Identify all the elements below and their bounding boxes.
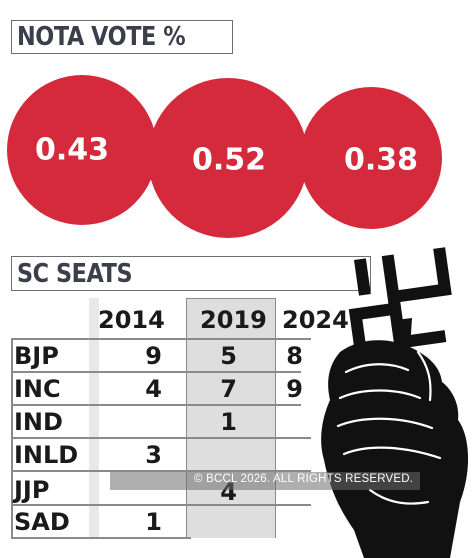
cell-inc-2019: 7 <box>220 375 237 403</box>
nota-bubble-2019 <box>148 78 308 238</box>
copyright-watermark: © BCCL 2026. ALL RIGHTS RESERVED. <box>194 473 414 485</box>
swastika-symbol-icon <box>348 247 452 355</box>
watermark-bar <box>110 472 420 490</box>
nota-vote-header: NOTA VOTE % <box>11 20 233 54</box>
cell-inc-2024: 9 <box>286 375 303 403</box>
cell-sad-2014: 1 <box>145 508 162 536</box>
table-left-border <box>11 338 13 538</box>
sc-seats-header: SC SEATS <box>11 256 371 291</box>
column-header-2014: 2014 <box>98 306 165 334</box>
row-divider <box>11 404 301 406</box>
party-label-jjp: JJP <box>14 476 50 504</box>
cell-inld-2014: 3 <box>145 441 162 469</box>
nota-bubbles: 0.43 0.52 0.38 <box>7 75 442 238</box>
sc-seats-title: SC SEATS <box>17 258 133 289</box>
cell-bjp-2019: 5 <box>220 342 237 370</box>
row-divider <box>11 537 191 539</box>
party-label-ind: IND <box>14 408 63 436</box>
row-divider <box>11 470 311 472</box>
cell-bjp-2014: 9 <box>145 342 162 370</box>
row-divider <box>11 338 311 340</box>
party-label-inld: INLD <box>14 441 79 469</box>
cell-ind-2019: 1 <box>220 408 237 436</box>
row-divider <box>11 504 311 506</box>
party-column-shade <box>89 298 99 538</box>
party-label-inc: INC <box>14 375 61 403</box>
nota-value-2019: 0.52 <box>192 143 266 178</box>
party-label-bjp: BJP <box>14 342 59 370</box>
hand-holding-stamp-icon <box>321 247 469 558</box>
row-divider <box>11 371 301 373</box>
column-header-2019: 2019 <box>200 306 267 334</box>
row-divider <box>11 437 311 439</box>
party-label-sad: SAD <box>14 508 70 536</box>
nota-vote-title: NOTA VOTE % <box>17 22 186 52</box>
column-header-2024: 2024 <box>282 306 349 334</box>
nota-bubble-2014 <box>7 75 157 225</box>
nota-value-2024: 0.38 <box>344 143 418 178</box>
cell-inc-2014: 4 <box>145 375 162 403</box>
nota-value-2014: 0.43 <box>35 133 109 168</box>
nota-bubble-2024 <box>300 87 442 229</box>
cell-bjp-2024: 8 <box>286 342 303 370</box>
